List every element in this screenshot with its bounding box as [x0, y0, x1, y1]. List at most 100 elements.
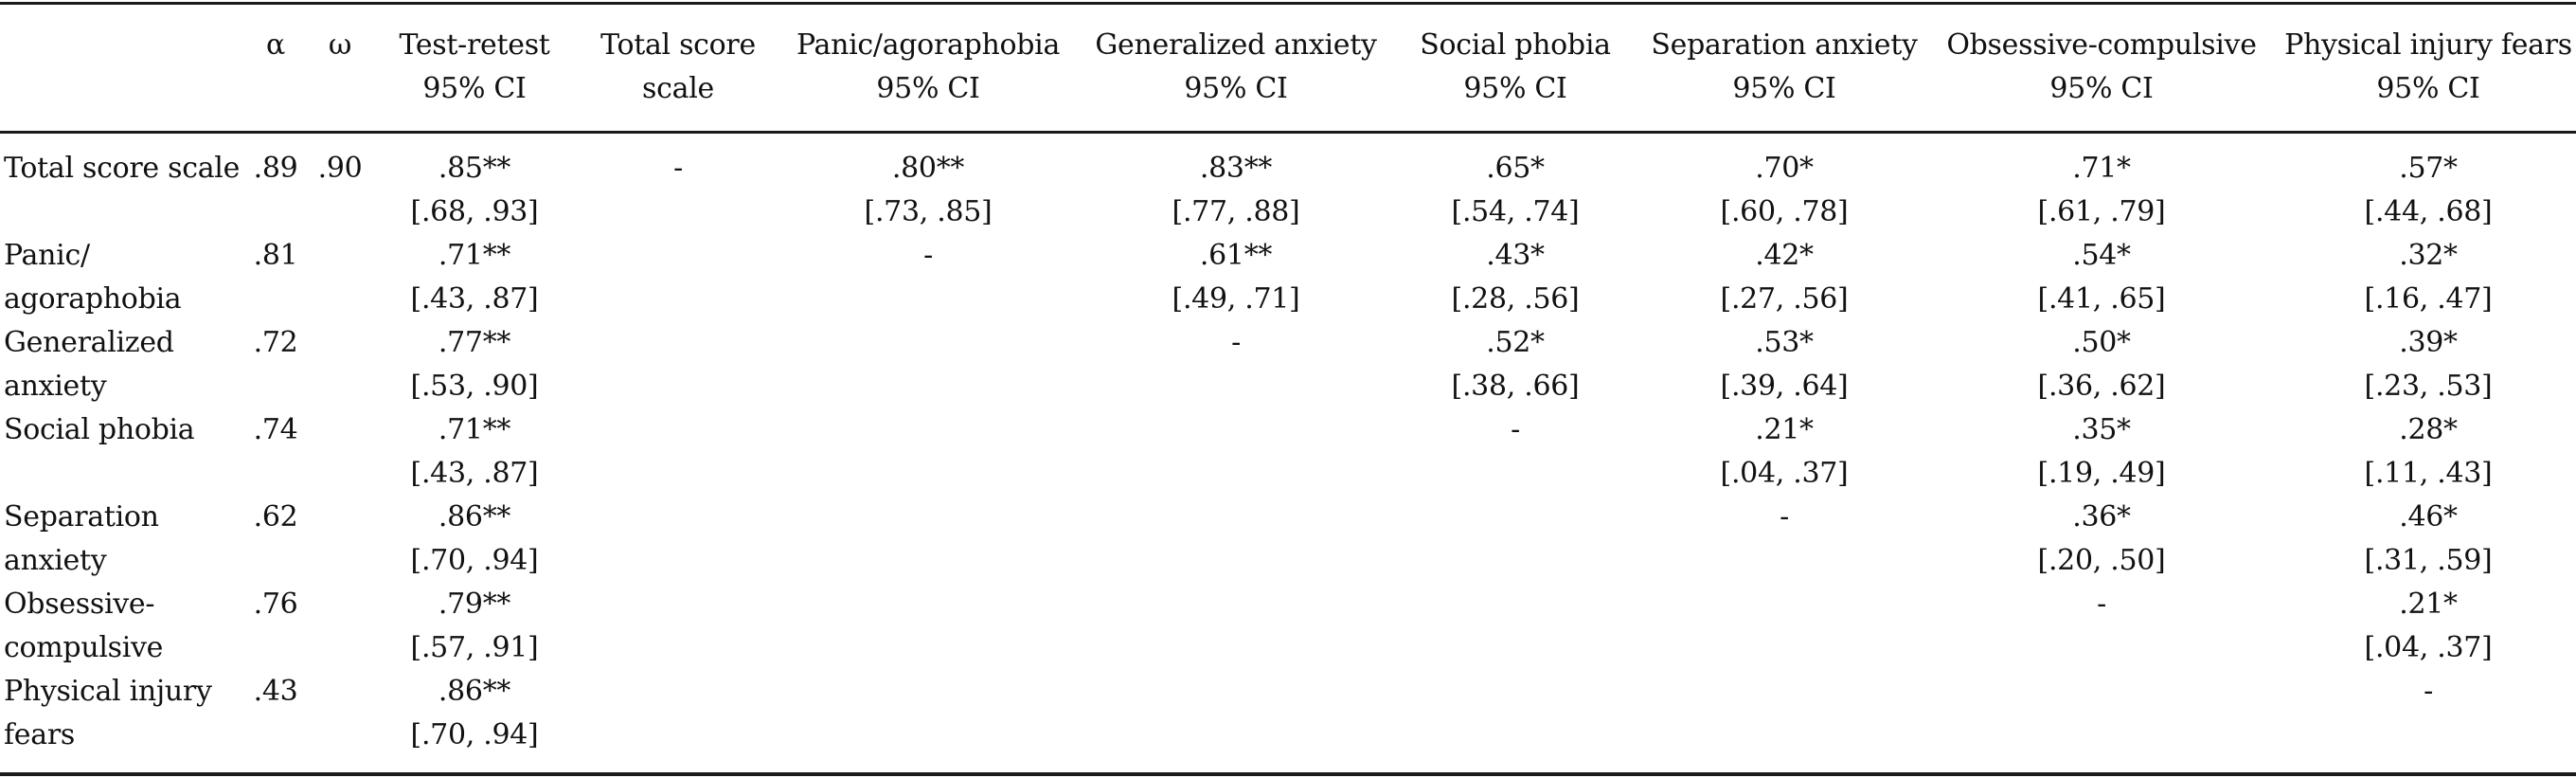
ci-separation: [.60, .78] — [1720, 195, 1849, 228]
column-header-line2: 95% CI — [1184, 72, 1288, 105]
column-header-line2: 95% CI — [2376, 72, 2480, 105]
column-header-line2: 95% CI — [1463, 72, 1567, 105]
value-separation: .42* — [1755, 239, 1814, 272]
column-header-test-retest: Test-retest 95% CI — [399, 24, 549, 111]
column-header-line1: Social phobia — [1420, 28, 1611, 62]
value-obsessive: .36* — [2072, 500, 2131, 534]
value-separation: .53* — [1755, 326, 1814, 359]
column-header-line2: α — [266, 28, 285, 62]
column-header-line2: 95% CI — [1732, 72, 1836, 105]
value-alpha: .72 — [253, 326, 298, 359]
value-obsessive: .71* — [2072, 152, 2131, 185]
value-social: .65* — [1486, 152, 1545, 185]
ci-physical: [.16, .47] — [2364, 282, 2493, 316]
value-test-retest: .86** — [438, 500, 511, 534]
ci-obsessive: [.61, .79] — [2037, 195, 2166, 228]
value-obsessive: .35* — [2072, 413, 2131, 446]
value-obsessive: - — [2097, 588, 2106, 621]
row-label: Generalized — [4, 326, 174, 359]
ci-physical: [.44, .68] — [2364, 195, 2493, 228]
ci-physical: [.23, .53] — [2364, 370, 2493, 403]
value-social: .43* — [1486, 239, 1545, 272]
value-generalized: - — [1231, 326, 1241, 359]
column-header-generalized: Generalized anxiety 95% CI — [1095, 24, 1377, 111]
value-social: - — [1511, 413, 1520, 446]
row-label: anxiety — [4, 370, 107, 403]
value-panic: .80** — [891, 152, 965, 185]
ci-test-retest: [.70, .94] — [410, 544, 539, 577]
value-generalized: .61** — [1199, 239, 1273, 272]
column-header-line1: Physical injury fears — [2284, 28, 2572, 62]
column-header-total-score: Total score scale — [600, 24, 756, 111]
ci-obsessive: [.41, .65] — [2037, 282, 2166, 316]
column-header-line1: Panic/agoraphobia — [796, 28, 1061, 62]
row-label: Total score scale — [4, 152, 241, 185]
column-header-omega: ω — [329, 24, 351, 67]
ci-social: [.28, .56] — [1451, 282, 1580, 316]
value-alpha: .62 — [253, 500, 298, 534]
column-header-line2: ω — [328, 28, 352, 62]
ci-test-retest: [.68, .93] — [410, 195, 539, 228]
ci-social: [.54, .74] — [1451, 195, 1580, 228]
row-label: agoraphobia — [4, 282, 182, 316]
ci-obsessive: [.36, .62] — [2037, 370, 2166, 403]
ci-generalized: [.49, .71] — [1172, 282, 1300, 316]
value-physical: .21* — [2399, 588, 2458, 621]
ci-physical: [.04, .37] — [2364, 631, 2493, 664]
column-header-line2: 95% CI — [422, 72, 527, 105]
column-header-separation: Separation anxiety 95% CI — [1651, 24, 1918, 111]
value-test-retest: .79** — [438, 588, 511, 621]
value-generalized: .83** — [1199, 152, 1273, 185]
value-test-retest: .71** — [438, 413, 511, 446]
column-header-physical: Physical injury fears 95% CI — [2284, 24, 2572, 111]
ci-test-retest: [.43, .87] — [410, 457, 539, 490]
row-label: Physical injury — [4, 675, 212, 708]
column-header-line1: Separation anxiety — [1651, 28, 1918, 62]
column-header-line1: Generalized anxiety — [1095, 28, 1377, 62]
value-physical: .46* — [2399, 500, 2458, 534]
value-omega: .90 — [317, 152, 363, 185]
value-panic: - — [923, 239, 933, 272]
column-header-alpha: α — [266, 24, 285, 67]
ci-panic: [.73, .85] — [864, 195, 993, 228]
row-label: compulsive — [4, 631, 164, 664]
column-header-line2: 95% CI — [876, 72, 980, 105]
column-header-line2: scale — [642, 72, 714, 105]
value-alpha: .81 — [253, 239, 298, 272]
ci-separation: [.39, .64] — [1720, 370, 1849, 403]
ci-separation: [.27, .56] — [1720, 282, 1849, 316]
table-header-rule — [0, 131, 2576, 134]
value-test-retest: .86** — [438, 675, 511, 708]
value-physical: - — [2424, 675, 2433, 708]
value-alpha: .89 — [253, 152, 298, 185]
column-header-social: Social phobia 95% CI — [1420, 24, 1611, 111]
ci-test-retest: [.70, .94] — [410, 718, 539, 751]
row-label: Obsessive- — [4, 588, 155, 621]
value-social: .52* — [1486, 326, 1545, 359]
value-physical: .32* — [2399, 239, 2458, 272]
value-separation: - — [1780, 500, 1789, 534]
value-separation: .21* — [1755, 413, 1814, 446]
column-header-line1: Test-retest — [399, 28, 550, 62]
column-header-line1: Total score — [600, 28, 756, 62]
value-alpha: .76 — [253, 588, 298, 621]
table-bottom-rule — [0, 772, 2576, 776]
ci-generalized: [.77, .88] — [1172, 195, 1300, 228]
value-test-retest: .85** — [438, 152, 511, 185]
value-total-score: - — [673, 152, 683, 185]
column-header-panic: Panic/agoraphobia 95% CI — [796, 24, 1060, 111]
value-physical: .57* — [2399, 152, 2458, 185]
ci-separation: [.04, .37] — [1720, 457, 1849, 490]
value-test-retest: .71** — [438, 239, 511, 272]
row-label: fears — [4, 718, 75, 751]
ci-physical: [.11, .43] — [2364, 457, 2493, 490]
ci-test-retest: [.43, .87] — [410, 282, 539, 316]
value-separation: .70* — [1755, 152, 1814, 185]
ci-test-retest: [.57, .91] — [410, 631, 539, 664]
ci-obsessive: [.19, .49] — [2037, 457, 2166, 490]
row-label: Panic/ — [4, 239, 90, 272]
column-header-line1: Obsessive-compulsive — [1946, 28, 2257, 62]
column-header-line2: 95% CI — [2049, 72, 2154, 105]
ci-obsessive: [.20, .50] — [2037, 544, 2166, 577]
value-physical: .39* — [2399, 326, 2458, 359]
